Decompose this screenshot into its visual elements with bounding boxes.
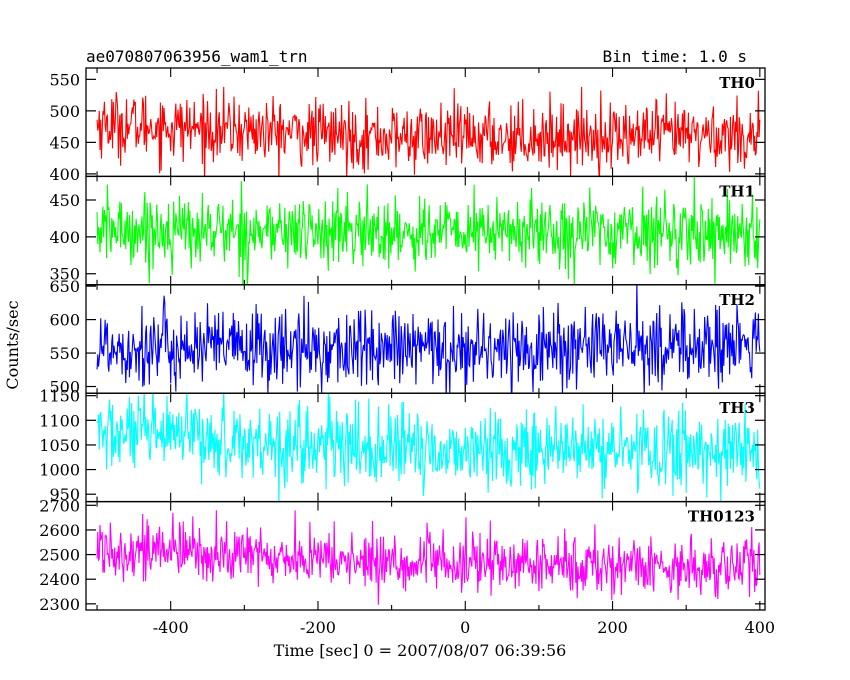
- panel-th1: 350 400 450 TH1: [49, 175, 766, 286]
- y-tick-label: 400: [49, 165, 80, 184]
- panel-th0123: 2300 2400 2500 2600 2700 TH0123: [39, 496, 766, 614]
- x-tick-label: 400: [745, 618, 776, 637]
- panel-label-th1: TH1: [719, 182, 755, 200]
- x-tick-label: -400: [153, 618, 189, 637]
- x-tick-label: -200: [300, 618, 336, 637]
- y-tick-label: 450: [49, 133, 80, 152]
- panel-frame: [85, 500, 766, 611]
- y-tick-label: 950: [49, 485, 80, 504]
- y-tick-label: 400: [49, 228, 80, 247]
- y-tick-label: 2700: [39, 496, 80, 515]
- panel-label-th2: TH2: [719, 291, 755, 309]
- y-tick-label: 600: [49, 311, 80, 330]
- panel-th3: 950 1000 1050 1100 1150 TH3: [39, 387, 766, 504]
- y-tick-label: 450: [49, 191, 80, 210]
- x-axis: -400 -200 0 200 400: [153, 618, 775, 637]
- y-axis-label: Counts/sec: [3, 300, 22, 389]
- y-tick-label: 550: [49, 344, 80, 363]
- y-tick-label: 1000: [39, 461, 80, 480]
- y-tick-label: 2500: [39, 546, 80, 565]
- x-tick-label: 0: [460, 618, 470, 637]
- y-tick-label: 500: [49, 102, 80, 121]
- panel-label-th3: TH3: [719, 399, 755, 417]
- x-axis-label: Time [sec] 0 = 2007/08/07 06:39:56: [274, 641, 567, 660]
- y-tick-label: 2400: [39, 570, 80, 589]
- y-tick-label: 1150: [39, 387, 80, 406]
- chart-title: ae070807063956_wam1_trn: [86, 47, 308, 66]
- y-tick-label: 500: [49, 378, 80, 397]
- panel-label-th0: TH0: [719, 74, 755, 92]
- y-tick-label: 1050: [39, 436, 80, 455]
- series-line-th1: [96, 176, 761, 285]
- series-line-th0: [96, 86, 761, 177]
- y-tick-label: 1100: [39, 411, 80, 430]
- panel-label-th0123: TH0123: [688, 508, 755, 526]
- series-line-th3: [96, 393, 761, 502]
- panel-th0: 400 450 500 550 TH0: [49, 67, 766, 184]
- series-line-th2: [96, 284, 761, 394]
- x-tick-label: 200: [597, 618, 628, 637]
- panel-th2: 500 550 600 650 TH2: [49, 277, 766, 397]
- panels-group: 400 450 500 550 TH0 350 400 450 TH1 500 550 600 650 T…: [39, 67, 766, 614]
- y-tick-label: 2300: [39, 595, 80, 614]
- y-tick-label: 350: [49, 265, 80, 284]
- series-line-th0123: [96, 510, 761, 605]
- bin-time-label: Bin time: 1.0 s: [603, 47, 748, 66]
- y-tick-label: 650: [49, 277, 80, 296]
- y-tick-label: 550: [49, 70, 80, 89]
- y-tick-label: 2600: [39, 521, 80, 540]
